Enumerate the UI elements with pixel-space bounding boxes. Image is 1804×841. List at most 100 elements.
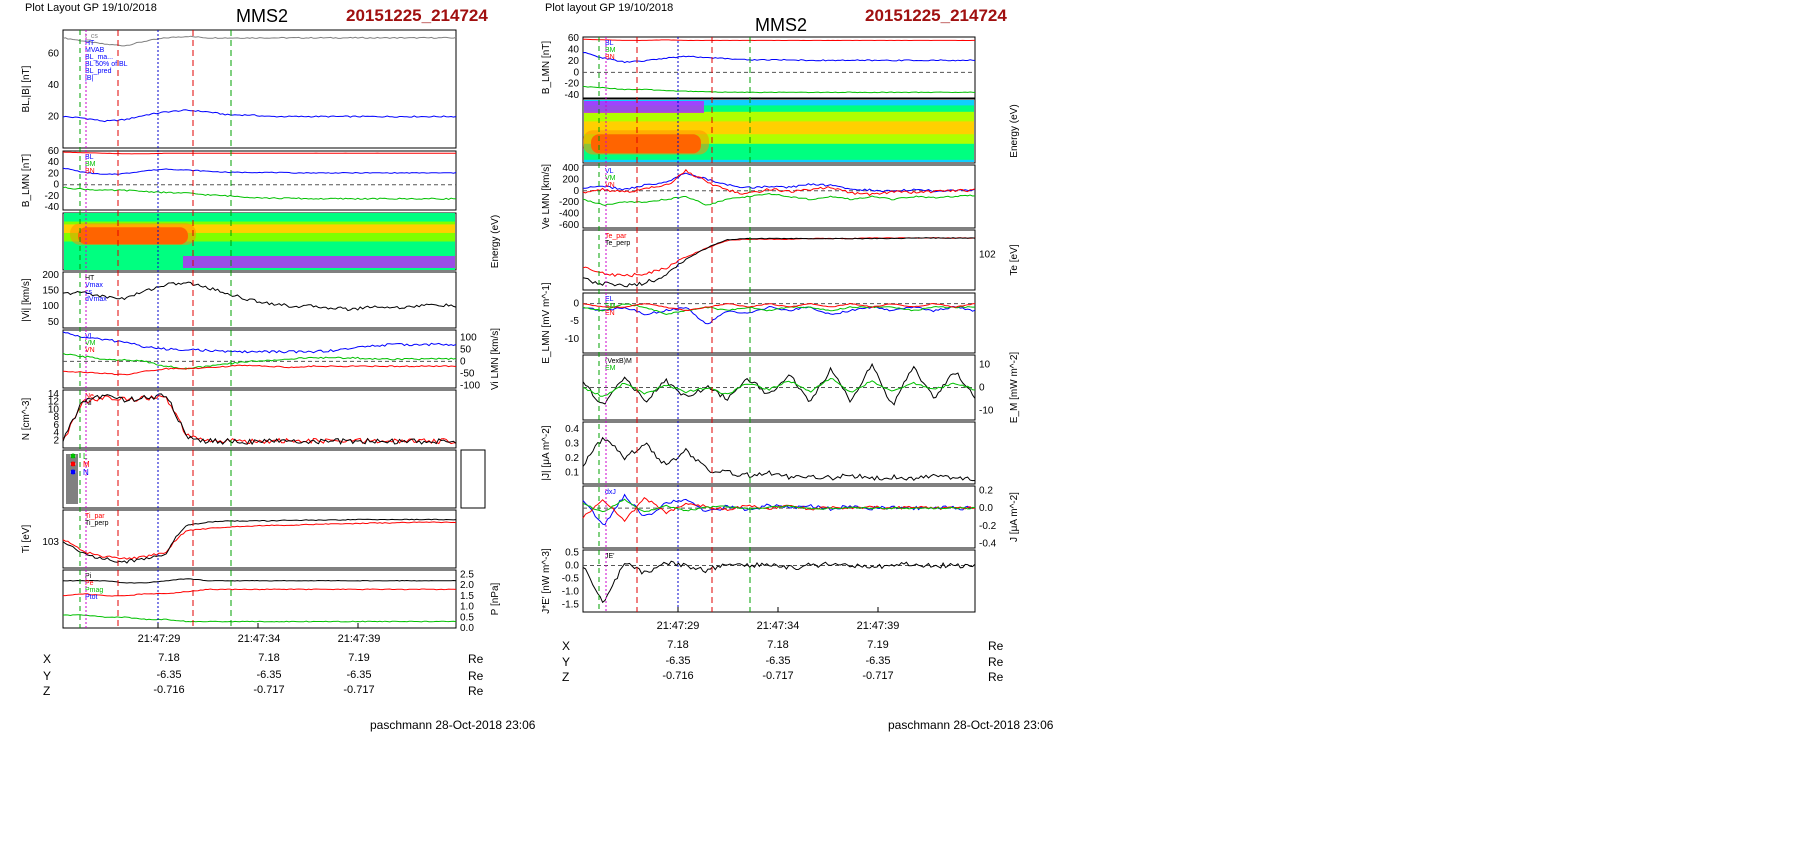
coord-y-2-left: -6.35 <box>256 669 282 681</box>
right-panel-1-ylabel: Energy (eV) <box>1009 104 1020 157</box>
right-panel-6-ylabel: |J| [μA m^-2] <box>541 425 552 480</box>
footer-right: paschmann 28-Oct-2018 23:06 <box>888 718 1054 732</box>
left-panel-8-legend-1: Pe <box>85 580 94 587</box>
coord-z-2-right: -0.717 <box>762 670 794 682</box>
spacecraft-title-right: MMS2 <box>755 15 808 35</box>
right-panel-2-ytick-3: 0 <box>573 186 579 197</box>
left-hodogram-marker-2 <box>70 469 76 475</box>
coord-x-1-right: 7.18 <box>667 639 689 651</box>
right-panel-3-ylabel: Te [eV] <box>1009 244 1020 275</box>
right-panel-0-ytick-4: 40 <box>568 45 580 56</box>
right-panel-6-ytick-2: 0.3 <box>565 439 579 450</box>
left-panel-5-ytick-6: 14 <box>48 389 60 400</box>
left-panel-3-frame <box>62 271 457 329</box>
left-panel-0-legend-3: BL_ma... <box>85 54 113 61</box>
time-tick-right-1: 21:47:29 <box>656 620 700 632</box>
left-panel-8-series-Ptot <box>62 578 457 584</box>
right-spectrogram-warm <box>583 130 709 155</box>
left-panel-1-frame <box>62 150 457 211</box>
right-panel-2-legend-1: VM <box>605 175 616 182</box>
left-hodogram-side-box <box>460 449 486 509</box>
right-panel-7-ytick-0: -0.4 <box>979 539 997 550</box>
left-panel-8-legend-3: Ptot <box>85 594 98 601</box>
left-spectrogram-strip <box>183 256 455 268</box>
right-panel-4-series-EM <box>582 303 975 316</box>
coord-unit-y-right: Re <box>988 655 1004 669</box>
right-panel-5-ytick-0: -10 <box>979 406 994 417</box>
left-panel-3-series-Vi <box>62 281 457 312</box>
left-panel-8-legend-2: Pmag <box>85 587 103 594</box>
right-panel-6: 0.1 0.2 0.3 0.4 |J| [μA m^-2] <box>541 421 976 485</box>
right-panel-4-ytick-2: 0 <box>573 299 579 310</box>
left-panel-0-legend-1: HT <box>85 40 95 47</box>
left-panel-4-series-VM <box>62 352 457 370</box>
right-panel-3-legend-1: Te_perp <box>605 240 630 247</box>
left-panel-1-ylabel: B_LMN [nT] <box>21 154 32 208</box>
right-panel-6-series-J <box>582 436 976 482</box>
left-panel-8-ytick-1: 0.5 <box>460 612 474 623</box>
right-panel-3-series-Teperp <box>582 237 976 288</box>
left-panel-1-legend-0: BL <box>85 154 94 161</box>
right-panel-2-ytick-0: -600 <box>559 220 579 231</box>
left-panel-4-ytick-0: -100 <box>460 381 480 392</box>
right-panel-0-ytick-1: -20 <box>565 79 580 90</box>
right-panel-0-series-BM <box>582 85 976 94</box>
left-panel-7-frame <box>62 509 457 569</box>
left-panel-4-ytick-3: 50 <box>460 344 472 355</box>
right-panel-8-ytick-0: -1.5 <box>562 599 580 610</box>
layout-label-left: Plot Layout GP 19/10/2018 <box>25 2 157 14</box>
left-panel-5-legend-1: Ni <box>85 400 92 407</box>
coord-label-y-right: Y <box>562 655 571 669</box>
left-panel-0-series-B <box>62 35 457 47</box>
left-panel-6-frame <box>62 449 457 509</box>
right-panel-5-legend-1: EM <box>605 365 616 372</box>
right-panel-0-legend-1: BM <box>605 47 616 54</box>
coord-z-3-right: -0.717 <box>862 670 894 682</box>
left-panel-8-frame <box>62 569 457 629</box>
time-tick-left-2: 21:47:34 <box>237 633 281 645</box>
left-panel-8-legend-0: Pi <box>85 573 92 580</box>
right-panel-2-ytick-2: -200 <box>559 197 579 208</box>
right-panel-5: -10 0 10 (VexB)MEM E_M [mW m^-2] <box>582 352 1020 424</box>
right-panel-2-series-VM <box>582 192 976 207</box>
right-panel-2-ylabel: Ve LMN [km/s] <box>541 164 552 229</box>
right-panel-4-ytick-0: -10 <box>565 334 580 345</box>
right-panel-0-ylabel: B_LMN [nT] <box>541 41 552 95</box>
right-panel-2-frame <box>582 164 976 229</box>
right-panel-2-ytick-5: 400 <box>562 163 579 174</box>
left-panel-4-ytick-1: -50 <box>460 369 475 380</box>
right-panel-5-ylabel: E_M [mW m^-2] <box>1009 352 1020 424</box>
right-panel-4-ytick-1: -5 <box>570 316 579 327</box>
right-panel-0-frame <box>582 36 976 99</box>
event-id-left: 20151225_214724 <box>346 6 488 25</box>
coord-z-1-left: -0.716 <box>153 684 185 696</box>
left-panel-1-ytick-0: -40 <box>45 202 60 213</box>
left-panel-5-ytick-0: 2 <box>53 435 59 446</box>
left-panel-5-ytick-2: 6 <box>53 420 59 431</box>
left-panel-1-series-BN <box>62 151 457 155</box>
left-panel-0-ytick-0: 20 <box>48 112 60 123</box>
left-panel-1-ytick-4: 40 <box>48 157 60 168</box>
right-panel-4-legend-2: EN <box>605 310 615 317</box>
left-spectrogram-band-2 <box>64 224 455 233</box>
right-panel-7-legend-0: dxJ <box>605 489 616 496</box>
left-panel-4-ytick-4: 100 <box>460 332 477 343</box>
left-panel-0-legend-0: t_cs <box>85 33 98 40</box>
spacecraft-title-left: MMS2 <box>236 6 289 26</box>
coord-unit-z-left: Re <box>468 684 484 698</box>
coord-y-1-left: -6.35 <box>156 669 182 681</box>
left-panel-5-ylabel: N [cm^-3] <box>21 398 32 441</box>
left-panel-4-series-VN <box>62 364 457 376</box>
coord-x-2-right: 7.18 <box>767 639 789 651</box>
left-panel-7-series-Tipar <box>62 521 457 560</box>
right-panel-6-ytick-3: 0.4 <box>565 424 579 435</box>
left-panel-4-ytick-2: 0 <box>460 356 466 367</box>
left-panel-4-series-VL <box>62 331 457 354</box>
footer-left: paschmann 28-Oct-2018 23:06 <box>370 718 536 732</box>
right-panel-3-frame <box>582 229 976 291</box>
right-panel-0-ytick-2: 0 <box>573 67 579 78</box>
